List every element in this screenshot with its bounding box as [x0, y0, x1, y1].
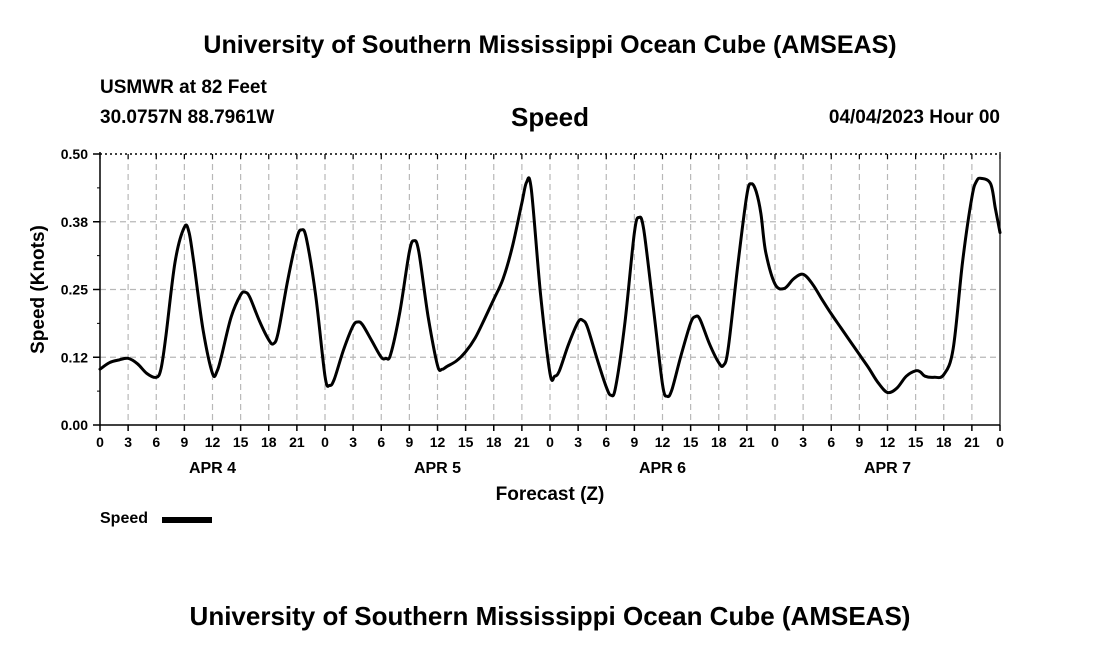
legend-label: Speed — [100, 510, 149, 527]
x-tick-label: 9 — [405, 434, 413, 450]
x-tick-label: 18 — [261, 434, 277, 450]
day-label: APR 4 — [189, 460, 236, 477]
x-tick-label: 15 — [908, 434, 924, 450]
forecast-datetime: 04/04/2023 Hour 00 — [828, 107, 1000, 128]
station-label: USMWR at 82 Feet — [100, 77, 267, 98]
variable-title: Speed — [510, 102, 590, 132]
x-tick-label: 15 — [233, 434, 249, 450]
chart-title: University of Southern Mississippi Ocean… — [203, 31, 897, 59]
x-tick-label: 9 — [180, 434, 188, 450]
y-tick-label: 0.50 — [61, 146, 88, 162]
x-axis-title: Forecast (Z) — [496, 484, 605, 505]
x-tick-label: 3 — [124, 434, 132, 450]
y-tick-label: 0.00 — [61, 417, 88, 433]
x-tick-label: 18 — [486, 434, 502, 450]
x-tick-label: 6 — [152, 434, 160, 450]
y-tick-label: 0.38 — [61, 214, 88, 230]
y-tick-label: 0.12 — [61, 349, 88, 365]
x-tick-label: 12 — [430, 434, 446, 450]
footer-title: University of Southern Mississippi Ocean… — [189, 601, 911, 631]
station-coordinates: 30.0757N 88.7961W — [100, 107, 275, 128]
x-tick-label: 21 — [739, 434, 755, 450]
x-tick-label: 18 — [936, 434, 952, 450]
y-axis-title: Speed (Knots) — [28, 225, 49, 354]
legend-swatch — [162, 517, 212, 523]
x-tick-label: 3 — [574, 434, 582, 450]
x-tick-label: 12 — [655, 434, 671, 450]
x-tick-label: 6 — [377, 434, 385, 450]
x-tick-label: 3 — [799, 434, 807, 450]
series-line-speed — [98, 176, 1002, 399]
x-tick-label: 12 — [880, 434, 896, 450]
x-tick-label: 6 — [602, 434, 610, 450]
x-tick-label: 21 — [289, 434, 305, 450]
x-tick-label: 0 — [546, 434, 554, 450]
x-tick-label: 15 — [458, 434, 474, 450]
x-tick-label: 9 — [855, 434, 863, 450]
y-tick-label: 0.25 — [61, 282, 88, 298]
day-label: APR 6 — [639, 460, 686, 477]
x-tick-label: 12 — [205, 434, 221, 450]
day-label: APR 7 — [864, 460, 911, 477]
x-tick-label: 0 — [321, 434, 329, 450]
day-label: APR 5 — [414, 460, 461, 477]
x-tick-label: 0 — [96, 434, 104, 450]
x-tick-label: 18 — [711, 434, 727, 450]
x-tick-label: 21 — [514, 434, 530, 450]
x-tick-label: 0 — [996, 434, 1004, 450]
x-tick-label: 3 — [349, 434, 357, 450]
x-tick-label: 21 — [964, 434, 980, 450]
x-tick-label: 6 — [827, 434, 835, 450]
x-tick-label: 9 — [630, 434, 638, 450]
x-tick-label: 0 — [771, 434, 779, 450]
x-tick-label: 15 — [683, 434, 699, 450]
